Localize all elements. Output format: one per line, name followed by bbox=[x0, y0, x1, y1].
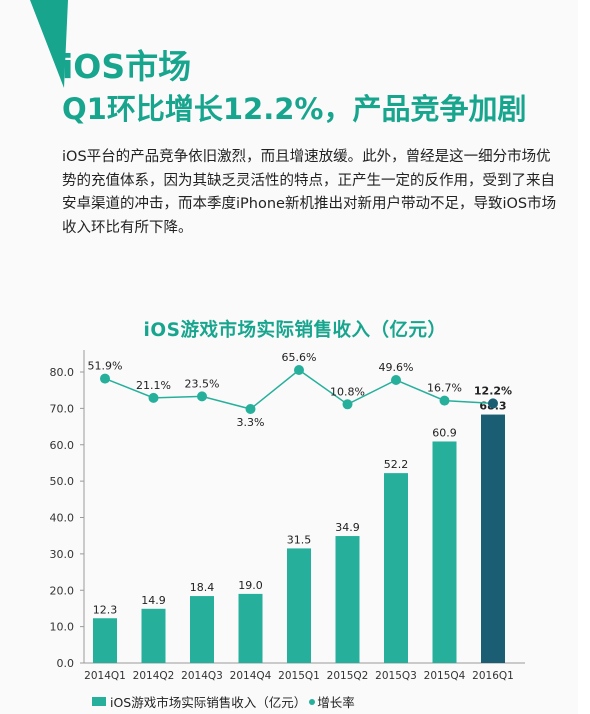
legend-line-label: 增长率 bbox=[317, 695, 355, 710]
x-tick-label: 2014Q4 bbox=[230, 670, 272, 682]
legend-bar-swatch bbox=[92, 697, 106, 706]
y-tick-label: 20.0 bbox=[50, 584, 75, 597]
y-tick-label: 60.0 bbox=[50, 439, 75, 452]
y-tick-label: 80.0 bbox=[50, 366, 75, 379]
x-tick-label: 2015Q1 bbox=[278, 670, 320, 682]
x-tick-label: 2015Q2 bbox=[327, 670, 369, 682]
bar bbox=[432, 441, 457, 663]
x-tick-label: 2016Q1 bbox=[472, 670, 514, 682]
y-tick-label: 10.0 bbox=[50, 621, 75, 634]
bar-value-label: 12.3 bbox=[93, 603, 118, 616]
body-paragraph: iOS平台的产品竞争依旧激烈，而且增速放缓。此外，曾经是这一细分市场优势的充值体… bbox=[62, 149, 557, 236]
growth-rate-point bbox=[100, 373, 110, 384]
growth-rate-point bbox=[294, 365, 304, 375]
bar bbox=[93, 618, 117, 663]
bar-value-label: 18.4 bbox=[190, 581, 215, 594]
growth-rate-point bbox=[391, 375, 401, 386]
bar bbox=[190, 596, 214, 663]
bar bbox=[335, 536, 360, 663]
bar-value-label: 31.5 bbox=[287, 533, 312, 546]
growth-rate-label: 23.5% bbox=[185, 377, 220, 390]
x-tick-label: 2014Q1 bbox=[84, 670, 126, 682]
x-tick-label: 2015Q4 bbox=[424, 670, 466, 682]
y-tick-label: 0.0 bbox=[57, 657, 75, 670]
growth-rate-label: 65.6% bbox=[282, 351, 317, 364]
page-title: iOS市场 bbox=[62, 47, 192, 86]
bar-value-label: 34.9 bbox=[335, 521, 360, 534]
bar-value-label: 60.9 bbox=[432, 426, 457, 439]
corner-accent-shape bbox=[30, 0, 68, 88]
bar bbox=[287, 548, 311, 663]
growth-rate-label: 3.3% bbox=[237, 416, 265, 429]
growth-rate-point bbox=[488, 398, 498, 409]
bar bbox=[481, 414, 505, 663]
growth-rate-point bbox=[148, 392, 159, 403]
x-tick-label: 2014Q3 bbox=[181, 670, 223, 682]
growth-rate-label: 16.7% bbox=[427, 382, 462, 395]
growth-rate-label: 10.8% bbox=[330, 385, 365, 398]
growth-rate-label: 49.6% bbox=[379, 361, 414, 374]
bar-value-label: 52.2 bbox=[384, 458, 409, 471]
growth-rate-point bbox=[245, 404, 256, 414]
growth-rate-point bbox=[342, 399, 353, 410]
chart-legend: iOS游戏市场实际销售收入（亿元） 增长率 bbox=[92, 692, 355, 711]
growth-rate-point bbox=[197, 391, 207, 402]
legend-line-swatch bbox=[309, 698, 316, 705]
legend-bar-label: iOS游戏市场实际销售收入（亿元） bbox=[110, 695, 307, 710]
growth-rate-label: 21.1% bbox=[136, 379, 171, 392]
bar bbox=[238, 593, 263, 663]
y-tick-label: 30.0 bbox=[50, 548, 75, 561]
growth-rate-label: 12.2% bbox=[474, 384, 512, 397]
x-tick-label: 2014Q2 bbox=[133, 670, 175, 682]
bar-value-label: 14.9 bbox=[141, 594, 166, 607]
bar-value-label: 19.0 bbox=[238, 579, 263, 592]
page-subtitle: Q1环比增长12.2%，产品竞争加剧 bbox=[62, 92, 527, 126]
bar bbox=[384, 473, 408, 663]
page-margin bbox=[578, 0, 590, 714]
bar bbox=[141, 608, 166, 663]
growth-rate-label: 51.9% bbox=[88, 360, 123, 373]
y-tick-label: 70.0 bbox=[50, 402, 75, 415]
growth-rate-point bbox=[439, 395, 450, 406]
x-tick-label: 2015Q3 bbox=[375, 670, 417, 682]
chart-title: iOS游戏市场实际销售收入（亿元） bbox=[143, 320, 447, 341]
y-tick-label: 50.0 bbox=[50, 475, 75, 488]
y-tick-label: 40.0 bbox=[50, 512, 75, 525]
